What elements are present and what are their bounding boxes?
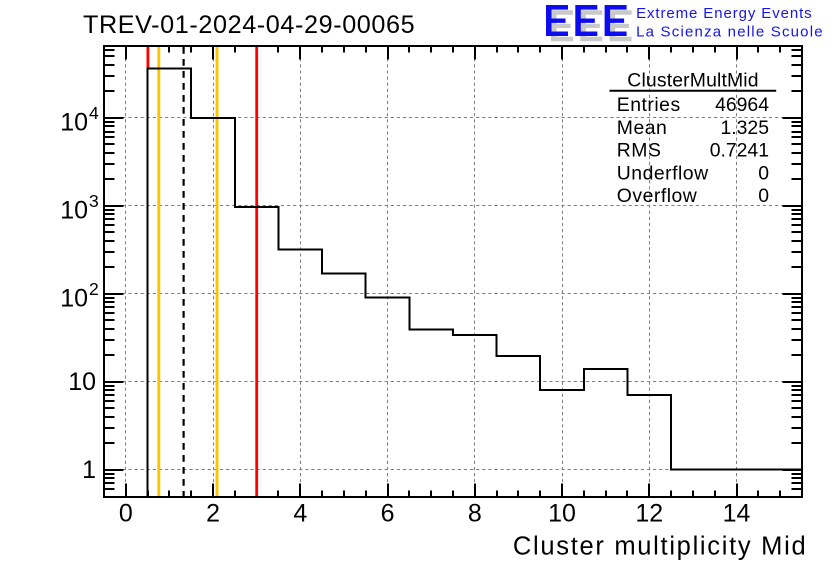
svg-text:10: 10 [60, 196, 88, 224]
svg-text:1.325: 1.325 [720, 117, 769, 139]
svg-text:La Scienza nelle Scuole: La Scienza nelle Scuole [636, 24, 824, 41]
svg-text:4: 4 [89, 103, 99, 123]
svg-text:0.7241: 0.7241 [710, 140, 769, 162]
svg-text:Cluster multiplicity Mid: Cluster multiplicity Mid [513, 533, 807, 561]
svg-text:0: 0 [119, 499, 133, 527]
svg-text:0: 0 [758, 162, 769, 184]
svg-text:10: 10 [60, 108, 88, 136]
svg-text:10: 10 [60, 284, 88, 312]
svg-text:4: 4 [293, 499, 307, 527]
svg-text:14: 14 [723, 499, 751, 527]
svg-text:1: 1 [82, 456, 96, 484]
svg-text:Overflow: Overflow [617, 185, 698, 207]
svg-text:6: 6 [381, 499, 395, 527]
svg-text:TREV-01-2024-04-29-00065: TREV-01-2024-04-29-00065 [83, 11, 415, 39]
svg-text:10: 10 [548, 499, 576, 527]
svg-text:46964: 46964 [715, 94, 769, 116]
svg-text:0: 0 [758, 185, 769, 207]
svg-text:10: 10 [68, 368, 96, 396]
svg-text:12: 12 [635, 499, 663, 527]
svg-text:RMS: RMS [617, 140, 662, 162]
svg-text:Mean: Mean [617, 117, 668, 139]
svg-text:8: 8 [468, 499, 482, 527]
svg-text:3: 3 [89, 191, 99, 211]
svg-text:Underflow: Underflow [617, 162, 709, 184]
svg-text:Extreme Energy Events: Extreme Energy Events [636, 5, 812, 22]
svg-text:2: 2 [89, 279, 99, 299]
svg-text:ClusterMultMid: ClusterMultMid [627, 70, 758, 92]
svg-text:2: 2 [206, 499, 220, 527]
svg-text:Entries: Entries [617, 94, 681, 116]
